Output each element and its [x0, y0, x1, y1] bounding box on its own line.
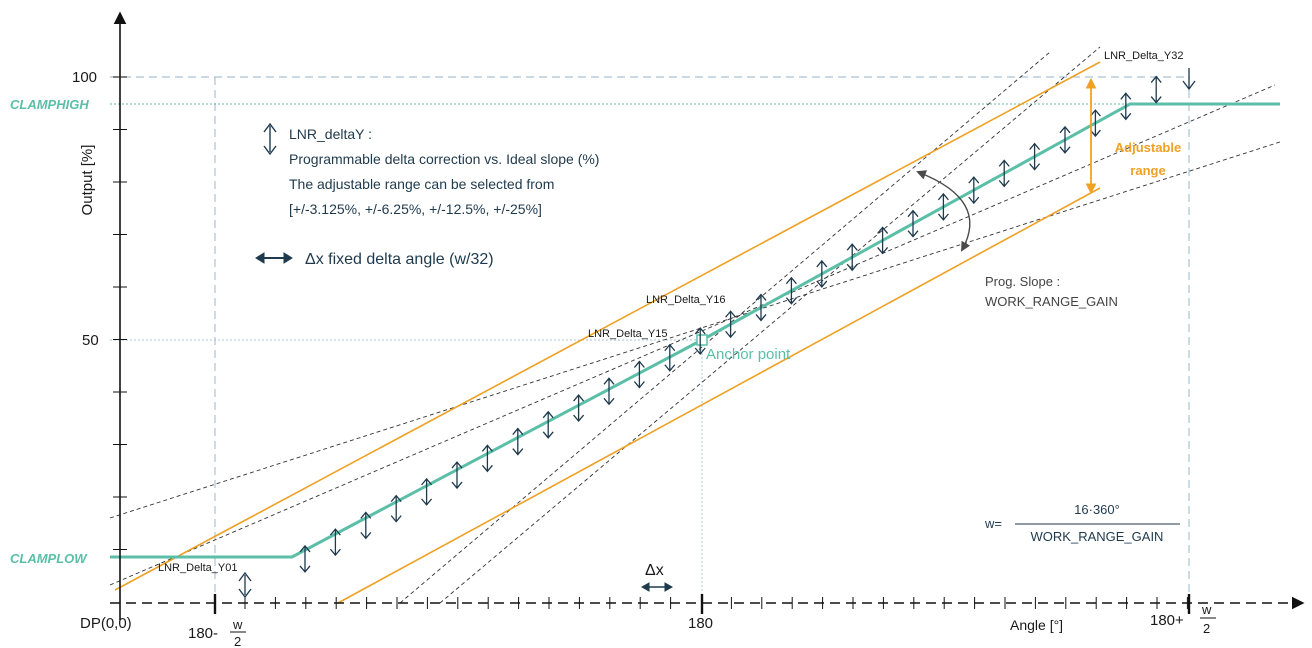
x-tick-right-frac-den: 2	[1203, 621, 1210, 636]
delta-y-arrow	[846, 243, 858, 272]
delta-y-arrow	[694, 326, 706, 356]
legend-deltay-line2: The adjustable range can be selected fro…	[289, 176, 554, 192]
delta-y-arrow	[785, 276, 797, 305]
x-tick-right-label: 180+	[1150, 612, 1184, 629]
lnr-delta-y01-label: LNR_Delta_Y01	[158, 562, 238, 574]
delta-y-arrow	[603, 377, 615, 406]
upper-range-line	[114, 61, 1101, 591]
delta-x-arrow-icon	[640, 582, 674, 592]
adjustable-range-lines	[114, 61, 1101, 604]
delta-y-arrow	[481, 444, 493, 473]
legend-deltay-title: LNR_deltaY :	[289, 126, 372, 142]
delta-y-arrow	[877, 226, 889, 255]
delta-y-arrow	[1059, 125, 1071, 154]
transfer-curve	[110, 102, 1280, 559]
prog-slope-label-1: Prog. Slope :	[985, 274, 1060, 289]
delta-y-arrow	[329, 528, 341, 557]
delta-y-arrow	[299, 544, 311, 573]
lower-range-line	[337, 187, 1101, 604]
x-tick-right-frac-num: w	[1201, 602, 1212, 617]
y-tick-100-label: 100	[72, 69, 97, 86]
prog-slope-curved-arrow	[916, 170, 971, 252]
delta-y-arrow	[451, 461, 463, 490]
x-axis-label: Angle [°]	[1010, 617, 1063, 633]
x-tick-left-frac-den: 2	[234, 634, 241, 648]
delta-y-arrow	[542, 410, 554, 439]
legend-deltay-line1: Programmable delta correction vs. Ideal …	[289, 151, 599, 167]
fan-line	[109, 84, 1276, 586]
delta-y01-arrow	[238, 571, 252, 599]
formula-numerator: 16·360°	[1074, 502, 1120, 517]
legend-deltax-arrow-icon	[255, 252, 293, 264]
guide-dotted-lines	[110, 103, 1130, 603]
adjustable-range-label-1: Adjustable	[1115, 140, 1181, 155]
delta-y-arrow	[1029, 142, 1041, 171]
delta-y-arrow	[421, 477, 433, 506]
slope-fan-lines	[109, 46, 1281, 604]
delta-y-arrow	[1150, 75, 1162, 104]
delta-y-arrow	[937, 192, 949, 221]
delta-x-label: Δx	[645, 562, 664, 579]
legend-deltay-line3: [+/-3.125%, +/-6.25%, +/-12.5%, +/-25%]	[289, 201, 542, 217]
anchor-point-label: Anchor point	[706, 346, 791, 363]
clamplow-label: CLAMPLOW	[10, 551, 88, 566]
y-axis-ticks	[113, 76, 127, 550]
delta-y-arrow	[968, 176, 980, 205]
adjustable-range-label-2: range	[1130, 163, 1165, 178]
axes	[110, 11, 1305, 620]
origin-label: DP(0,0)	[80, 615, 132, 632]
x-tick-left-label: 180-	[188, 625, 218, 642]
prog-slope-label-2: WORK_RANGE_GAIN	[985, 294, 1118, 309]
x-axis-major-ticks	[213, 594, 1191, 614]
x-axis-ticks	[244, 597, 1188, 609]
formula-denominator: WORK_RANGE_GAIN	[1031, 529, 1164, 544]
y-axis-label: Output [%]	[79, 145, 96, 216]
delta-y-arrows	[299, 75, 1162, 573]
delta-y-arrow	[725, 310, 737, 339]
lnr-delta-y32-label: LNR_Delta_Y32	[1104, 50, 1184, 62]
lnr-delta-y15-label: LNR_Delta_Y15	[588, 328, 668, 340]
delta-y-arrow	[816, 259, 828, 288]
delta-y-arrow	[512, 427, 524, 456]
anchor-point-marker	[696, 334, 708, 346]
delta-y-arrow	[633, 360, 645, 389]
fan-line	[439, 46, 1101, 604]
delta-y-arrow	[573, 394, 585, 423]
delta-y-arrow	[1120, 92, 1132, 121]
x-tick-center-label: 180	[688, 615, 713, 632]
delta-y32-arrow	[1182, 68, 1196, 91]
x-tick-left-frac-num: w	[232, 617, 243, 632]
y-tick-50-label: 50	[82, 332, 99, 349]
delta-y-arrow	[907, 209, 919, 238]
delta-y-arrow	[390, 494, 402, 523]
clamphigh-label: CLAMPHIGH	[10, 97, 89, 112]
fan-line	[399, 51, 1051, 604]
delta-y-arrow	[998, 159, 1010, 188]
formula-lhs: w=	[984, 516, 1002, 531]
delta-y-arrow	[664, 343, 676, 372]
lnr-delta-y16-label: LNR_Delta_Y16	[646, 294, 726, 306]
legend-deltay-arrow-icon	[263, 122, 277, 156]
legend-deltax-text: Δx fixed delta angle (w/32)	[305, 251, 494, 268]
fan-line	[109, 141, 1281, 519]
delta-y-arrow	[360, 511, 372, 540]
delta-y-arrow	[755, 293, 767, 322]
